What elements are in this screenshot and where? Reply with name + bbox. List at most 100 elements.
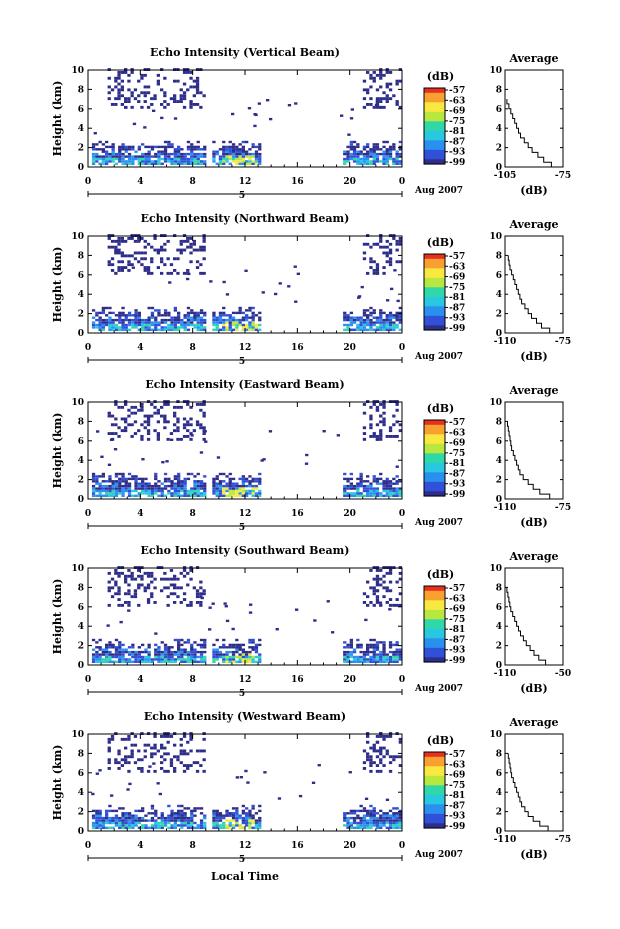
echo-cell [91,472,96,476]
x-tick-label: 8 [190,177,196,187]
echo-cell [110,269,115,272]
echo-cell [141,807,145,810]
echo-cell [167,480,171,483]
echo-cell [186,816,191,820]
avg-y-tick-label: 0 [496,827,502,837]
echo-cell [388,323,393,327]
echo-cell [118,816,122,820]
echo-cell [166,239,170,243]
echo-cell [346,655,350,659]
echo-cell [369,162,373,165]
echo-cell [346,323,350,327]
echo-cell [382,821,386,825]
colorbar-segment [424,154,445,160]
echo-cell [222,821,226,825]
echo-cell [215,655,219,659]
echo-cell [395,660,399,663]
echo-cell [163,91,167,95]
avg-y-tick-label: 2 [496,476,502,486]
echo-cell [366,494,370,497]
y-tick-label: 2 [78,642,84,652]
echo-cell [107,237,111,240]
echo-cell [215,318,219,322]
echo-cell [241,326,245,329]
echo-cell [215,814,219,817]
colorbar-segment [424,624,445,630]
echo-cell [147,157,151,161]
echo-cell [196,326,200,329]
echo-cell [153,237,157,240]
echo-cell [241,648,245,651]
echo-cell [147,489,151,493]
colorbar-segment [424,472,445,478]
echo-cell [359,162,363,165]
echo-cell [203,646,207,649]
echo-cell [186,328,191,331]
echo-cell [248,489,252,493]
echo-cell [349,494,353,497]
echo-cell [91,824,96,827]
echo-cell [222,321,226,324]
echo-cell [143,126,147,129]
echo-cell [251,489,255,493]
echo-cell [91,638,96,642]
echo-cell [196,480,200,483]
echo-cell [231,484,236,488]
echo-cell [199,316,204,319]
echo-cell [349,824,353,827]
echo-cell [127,414,131,418]
echo-cell [141,487,145,490]
echo-cell [163,494,168,497]
echo-cell [95,157,99,161]
echo-cell [177,314,181,317]
echo-cell [118,821,122,825]
echo-cell [98,648,102,651]
echo-cell [248,646,252,649]
echo-cell [182,82,187,86]
echo-cell [395,603,399,607]
echo-cell [241,812,245,815]
echo-cell [375,601,380,604]
echo-cell [362,323,367,327]
echo-cell [369,821,373,825]
echo-cell [382,819,386,822]
avg-y-tick-label: 0 [496,329,502,339]
echo-cell [228,162,232,165]
echo-cell [222,160,226,163]
echo-cell [349,311,353,315]
echo-cell [169,432,174,435]
echo-cell [241,145,245,149]
echo-cell [369,816,373,820]
echo-cell [343,328,347,331]
echo-cell [388,646,393,649]
echo-cell [133,743,138,747]
echo-cell [388,435,393,438]
echo-cell [212,812,216,815]
echo-cell [179,100,183,103]
echo-cell [111,160,115,163]
echo-cell [248,819,252,822]
echo-cell [189,251,193,255]
colorbar-segment [424,486,445,492]
echo-cell [245,812,249,815]
echo-cell [390,287,394,291]
echo-cell [366,309,370,312]
echo-cell [186,88,190,92]
echo-cell [160,487,164,490]
echo-cell [385,157,389,161]
colorbar-segment [424,780,445,786]
echo-cell [202,403,206,406]
echo-cell [137,660,141,663]
echo-cell [98,826,102,829]
x-tick-label: 16 [291,841,304,851]
echo-cell [170,655,174,659]
echo-cell [241,650,245,654]
echo-cell [398,242,402,246]
echo-cell [189,76,193,80]
echo-cell [190,489,194,493]
echo-cell [160,494,164,497]
echo-cell [179,88,183,92]
echo-cell [202,248,206,252]
echo-cell [395,492,399,495]
x-tick-label: 0 [85,177,91,187]
